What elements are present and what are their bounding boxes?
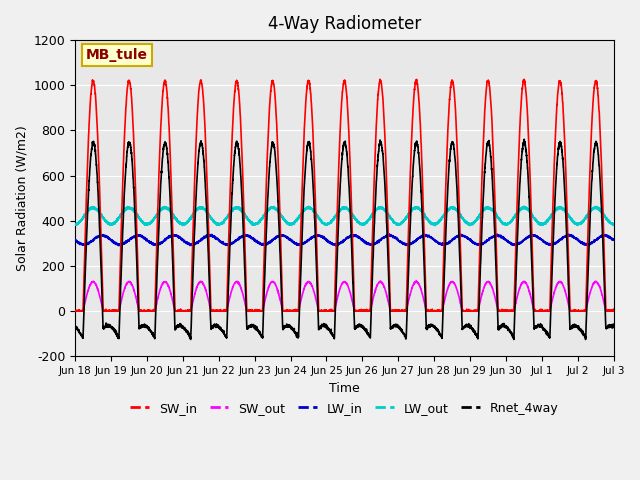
X-axis label: Time: Time [329,382,360,395]
Legend: SW_in, SW_out, LW_in, LW_out, Rnet_4way: SW_in, SW_out, LW_in, LW_out, Rnet_4way [125,396,564,420]
Title: 4-Way Radiometer: 4-Way Radiometer [268,15,421,33]
Y-axis label: Solar Radiation (W/m2): Solar Radiation (W/m2) [15,125,28,271]
Text: MB_tule: MB_tule [86,48,148,62]
